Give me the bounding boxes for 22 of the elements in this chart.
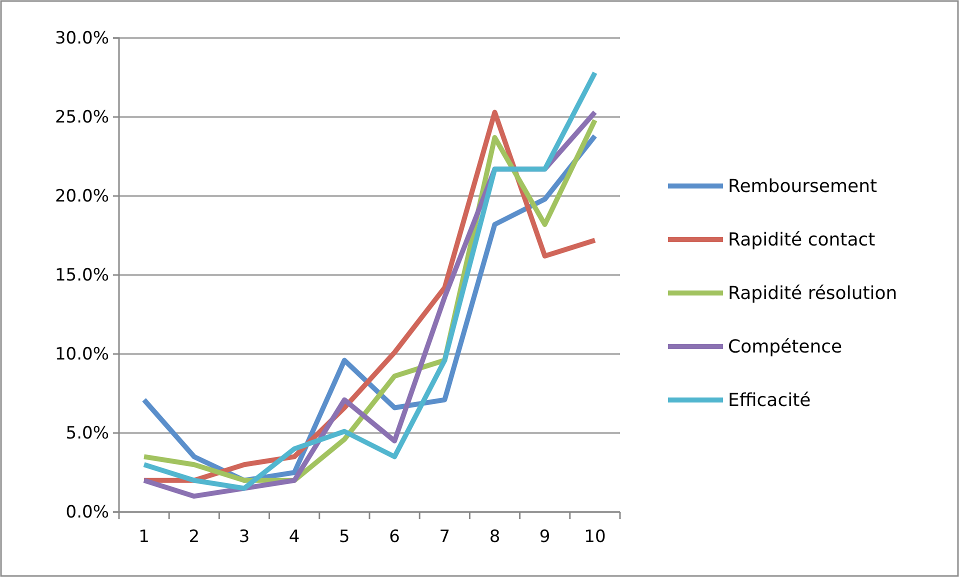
legend-label: Remboursement — [728, 176, 878, 197]
x-tick-label: 2 — [188, 527, 200, 547]
legend-label: Compétence — [728, 336, 842, 358]
y-tick-label: 20.0% — [54, 186, 109, 206]
y-tick-label: 30.0% — [54, 28, 109, 48]
y-tick-label: 25.0% — [54, 107, 109, 128]
x-tick-label: 3 — [238, 527, 250, 547]
x-tick-label: 7 — [439, 527, 450, 547]
x-tick-label: 4 — [288, 527, 300, 547]
y-tick-label: 15.0% — [54, 265, 109, 286]
legend-label: Rapidité contact — [728, 230, 876, 250]
legend-label: Rapidité résolution — [728, 283, 898, 304]
y-tick-label: 0.0% — [66, 502, 109, 522]
x-tick-label: 6 — [389, 527, 400, 547]
x-tick-label: 9 — [539, 527, 550, 547]
x-tick-label: 1 — [138, 527, 150, 547]
x-tick-label: 8 — [489, 527, 500, 547]
x-tick-label: 5 — [339, 527, 350, 547]
y-tick-label: 10.0% — [54, 344, 109, 364]
y-tick-label: 5.0% — [66, 423, 109, 444]
legend-label: Efficacité — [728, 390, 811, 411]
x-tick-label: 10 — [584, 527, 606, 547]
